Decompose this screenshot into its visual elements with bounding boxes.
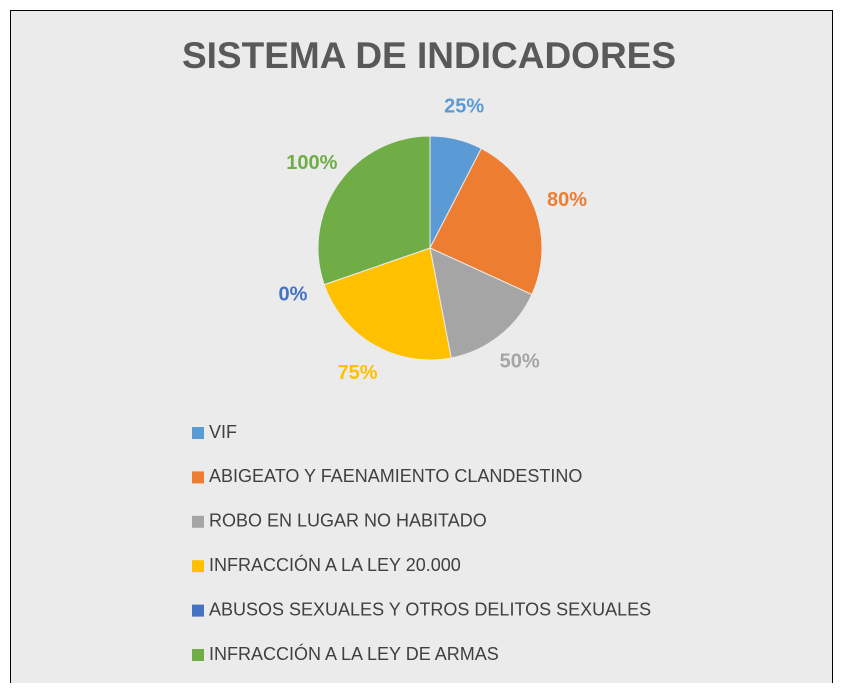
data-label: 75% [337, 362, 377, 384]
legend-label: VIF [209, 422, 237, 442]
legend-label: ABIGEATO Y FAENAMIENTO CLANDESTINO [209, 466, 582, 486]
pie-slice [429, 147, 543, 296]
chart-title: SISTEMA DE INDICADORES [182, 35, 676, 76]
legend-swatch [192, 649, 204, 661]
legend-label: INFRACCIÓN A LA LEY 20.000 [209, 554, 461, 575]
pie-slice [323, 247, 452, 361]
legend-swatch [192, 560, 204, 573]
legend-swatch [192, 515, 204, 528]
pie-slice [429, 247, 533, 359]
data-label: 80% [547, 189, 587, 211]
legend-label: INFRACCIÓN A LA LEY DE ARMAS [209, 643, 499, 664]
legend-label: ROBO EN LUGAR NO HABITADO [209, 511, 487, 531]
pie-slice [317, 135, 431, 286]
legend-swatch [192, 427, 204, 439]
legend-swatch [192, 471, 204, 484]
data-label: 50% [500, 350, 540, 372]
data-label: 0% [279, 284, 308, 306]
legend-label: ABUSOS SEXUALES Y OTROS DELITOS SEXUALES [209, 599, 651, 619]
data-label: 25% [444, 95, 484, 117]
legend-swatch [192, 604, 204, 617]
data-label: 100% [286, 152, 337, 174]
